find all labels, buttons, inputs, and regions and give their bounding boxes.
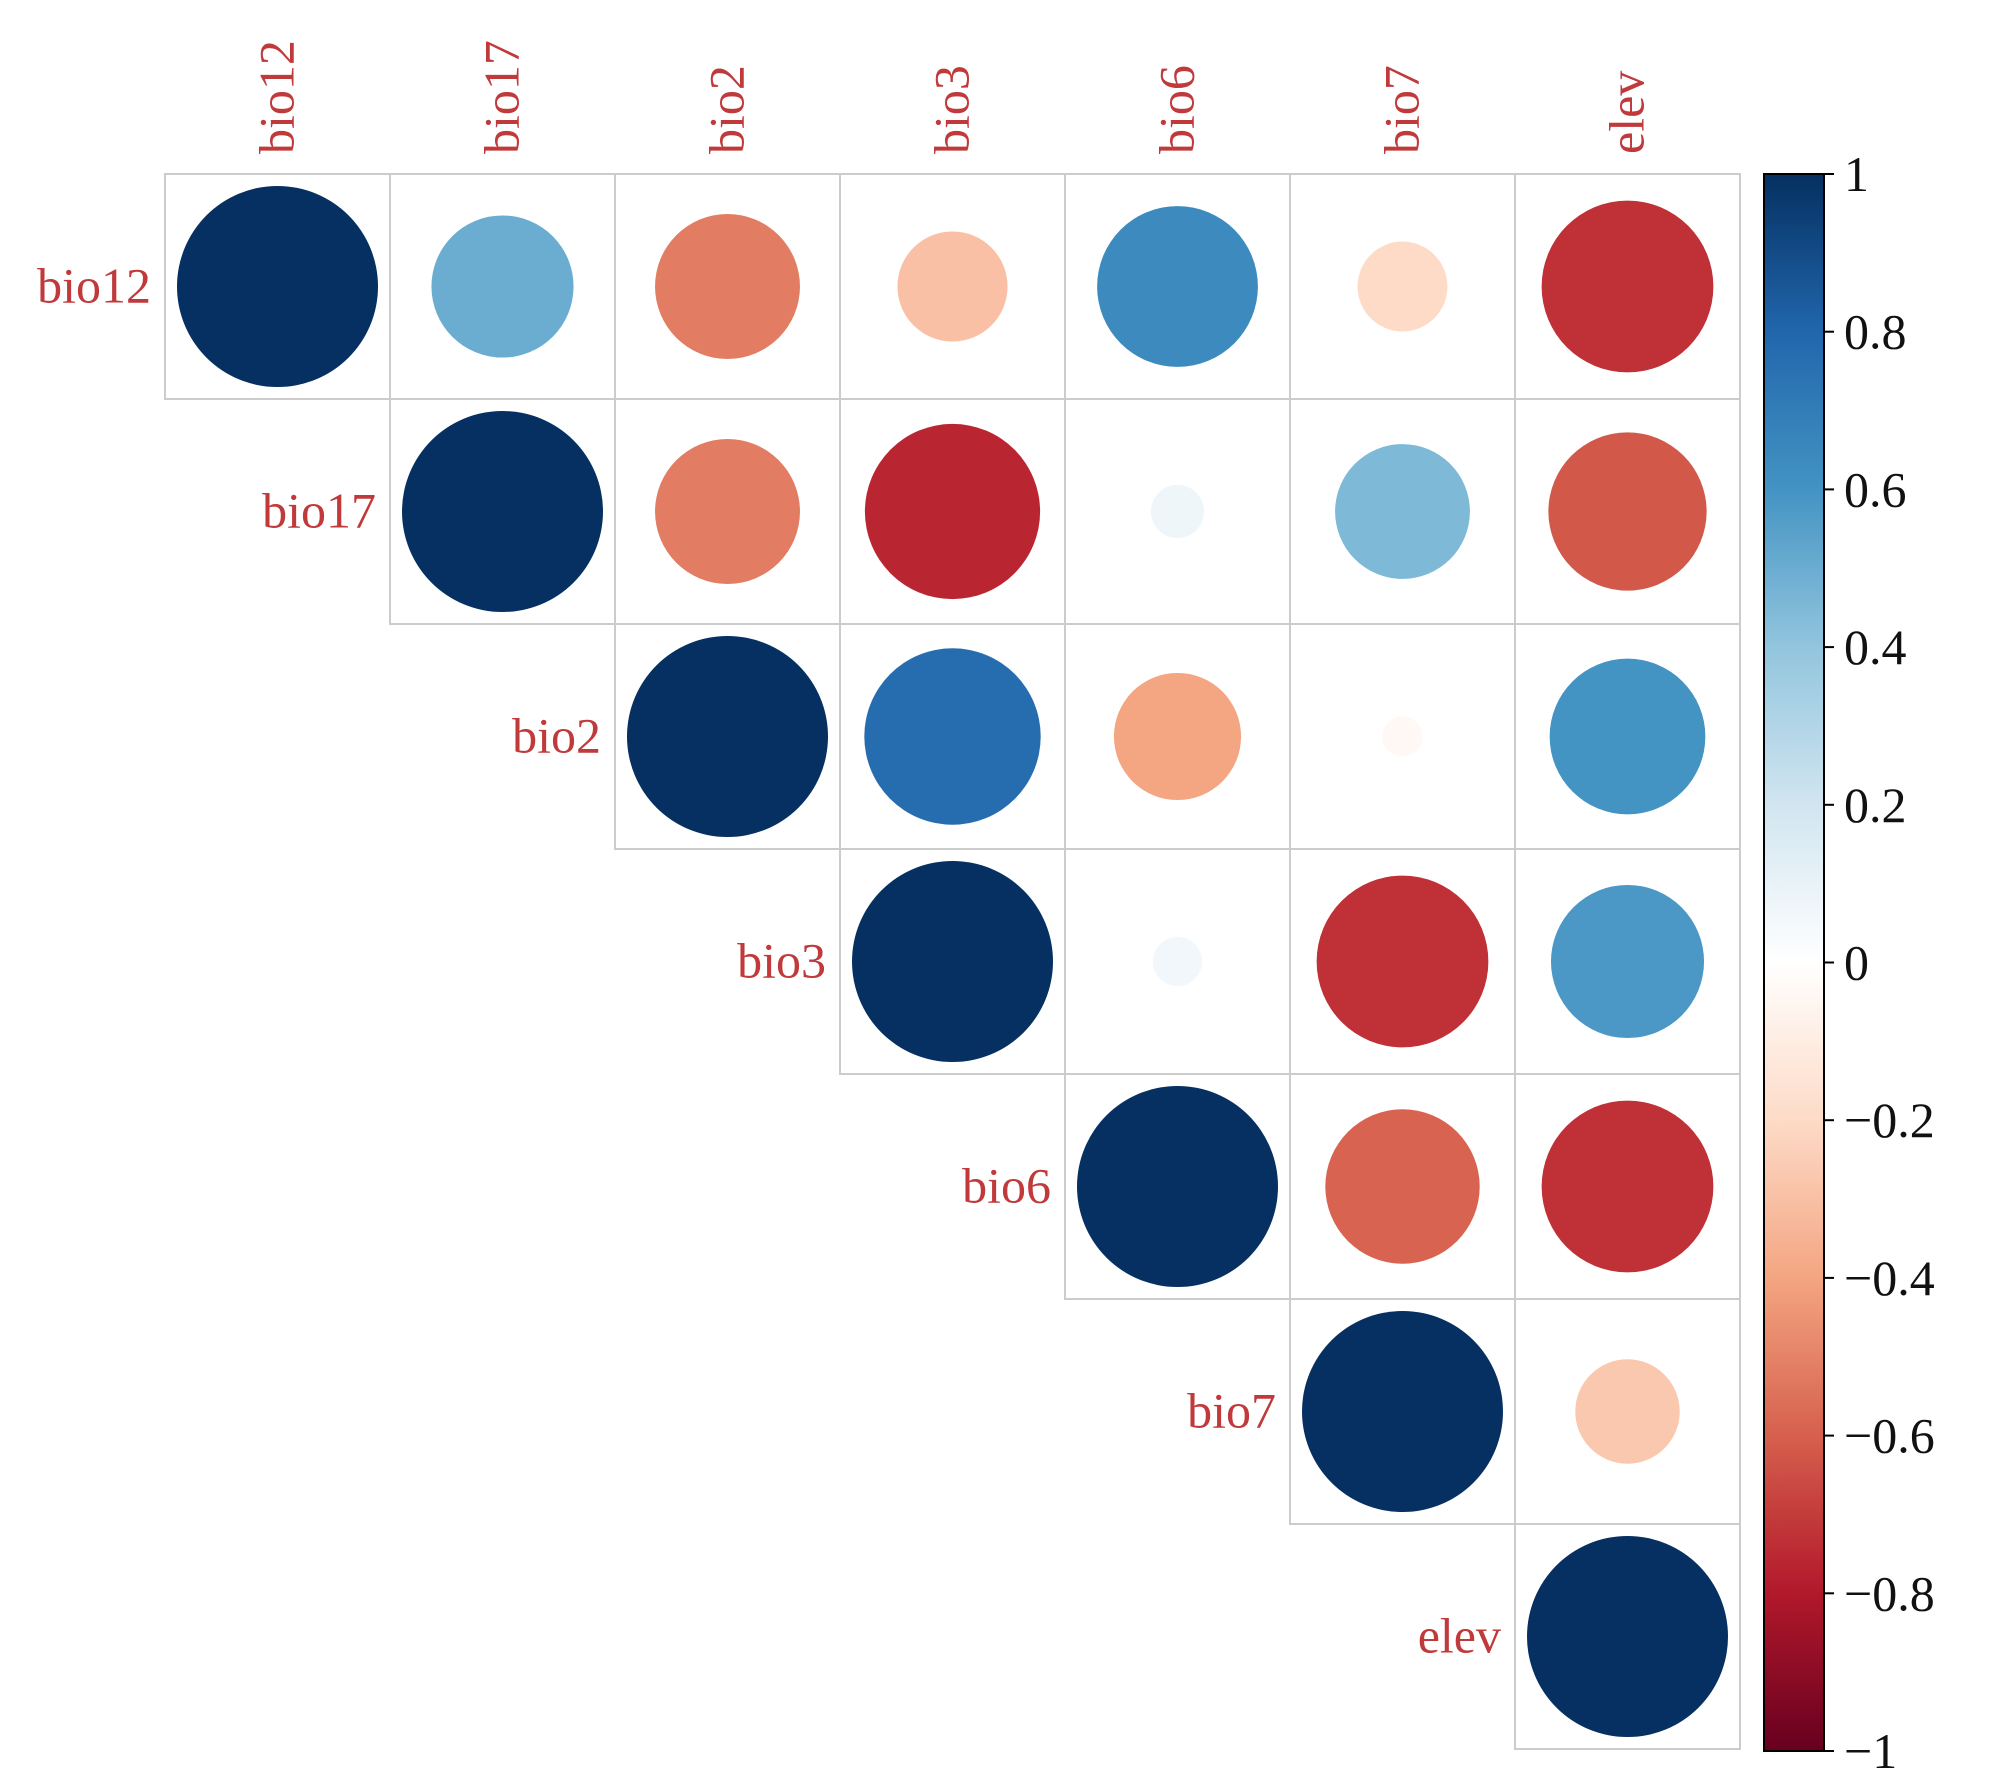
row-label-bio2: bio2 [512, 708, 601, 764]
colorbar-tick-label: −0.4 [1844, 1250, 1935, 1306]
corr-circle-bio3-bio3 [852, 861, 1053, 1062]
corr-circle-bio6-bio6 [1077, 1086, 1278, 1287]
corr-circle-elev-elev [1527, 1536, 1728, 1737]
corr-circle-bio12-bio2 [655, 214, 800, 359]
corr-circle-bio12-bio3 [897, 231, 1008, 342]
corr-circle-bio12-bio17 [431, 215, 574, 358]
variable-labels: bio12 bio17 bio2 bio3 bio6 bio7 elev bio12 bio17… [37, 40, 1654, 1663]
corr-circle-bio17-elev [1548, 432, 1707, 591]
colorbar-tick-label: −0.2 [1844, 1092, 1935, 1148]
corr-circle-bio2-elev [1549, 658, 1706, 815]
colorbar-tick-label: 0.4 [1844, 619, 1907, 675]
colorbar: 1 0.8 0.6 0.4 0.2 0 −0.2 −0.4 −0.6 −0.8 −1 [1763, 146, 1935, 1773]
column-label-elev: elev [1599, 71, 1655, 154]
colorbar-tick-label: 1 [1844, 146, 1869, 202]
corr-circle-bio7-bio7 [1302, 1311, 1503, 1512]
corr-circle-bio6-elev [1541, 1100, 1714, 1273]
column-label-bio12: bio12 [249, 40, 305, 154]
grid-cell-elev-elev [1514, 1523, 1741, 1750]
colorbar-tick-label: 0 [1844, 935, 1869, 991]
corr-circle-bio17-bio7 [1335, 444, 1470, 579]
corr-circle-bio17-bio2 [655, 439, 800, 584]
row-label-bio7: bio7 [1187, 1383, 1276, 1439]
corr-circle-bio17-bio3 [864, 423, 1041, 600]
column-label-bio7: bio7 [1374, 65, 1430, 154]
row-label-bio12: bio12 [37, 258, 151, 314]
colorbar-tick-label: −1 [1844, 1723, 1897, 1773]
column-label-bio2: bio2 [699, 65, 755, 154]
corr-circle-bio3-bio7 [1316, 875, 1489, 1048]
correlation-circles [177, 186, 1728, 1737]
colorbar-tick-label: −0.8 [1844, 1565, 1935, 1621]
corr-circle-bio2-bio6 [1113, 672, 1242, 801]
corr-circle-bio2-bio7 [1382, 716, 1423, 757]
corr-circle-bio6-bio7 [1325, 1109, 1480, 1264]
corr-circle-bio17-bio17 [402, 411, 603, 612]
column-label-bio6: bio6 [1149, 65, 1205, 154]
corr-circle-bio17-bio6 [1150, 484, 1205, 539]
row-label-bio6: bio6 [962, 1158, 1051, 1214]
column-label-bio17: bio17 [474, 40, 530, 154]
corr-circle-bio2-bio2 [627, 636, 828, 837]
corr-circle-bio3-bio6 [1152, 936, 1203, 987]
corr-circle-bio12-elev [1541, 200, 1714, 373]
colorbar-tick-label: 0.6 [1844, 461, 1907, 517]
corr-circle-bio12-bio7 [1357, 241, 1448, 332]
row-label-bio17: bio17 [262, 483, 376, 539]
row-label-elev: elev [1418, 1608, 1501, 1664]
grid-cells [164, 173, 1741, 1750]
corr-circle-bio3-elev [1550, 884, 1705, 1039]
colorbar-tick-label: 0.2 [1844, 777, 1907, 833]
colorbar-tick-label: 0.8 [1844, 304, 1907, 360]
corr-circle-bio12-bio6 [1097, 206, 1258, 367]
column-label-bio3: bio3 [924, 65, 980, 154]
colorbar-tick-label: −0.6 [1844, 1408, 1935, 1464]
corr-circle-bio12-bio12 [177, 186, 378, 387]
colorbar-gradient [1763, 173, 1825, 1752]
row-label-bio3: bio3 [737, 933, 826, 989]
corr-circle-bio2-bio3 [864, 648, 1041, 825]
corr-circle-bio7-elev [1575, 1359, 1680, 1464]
